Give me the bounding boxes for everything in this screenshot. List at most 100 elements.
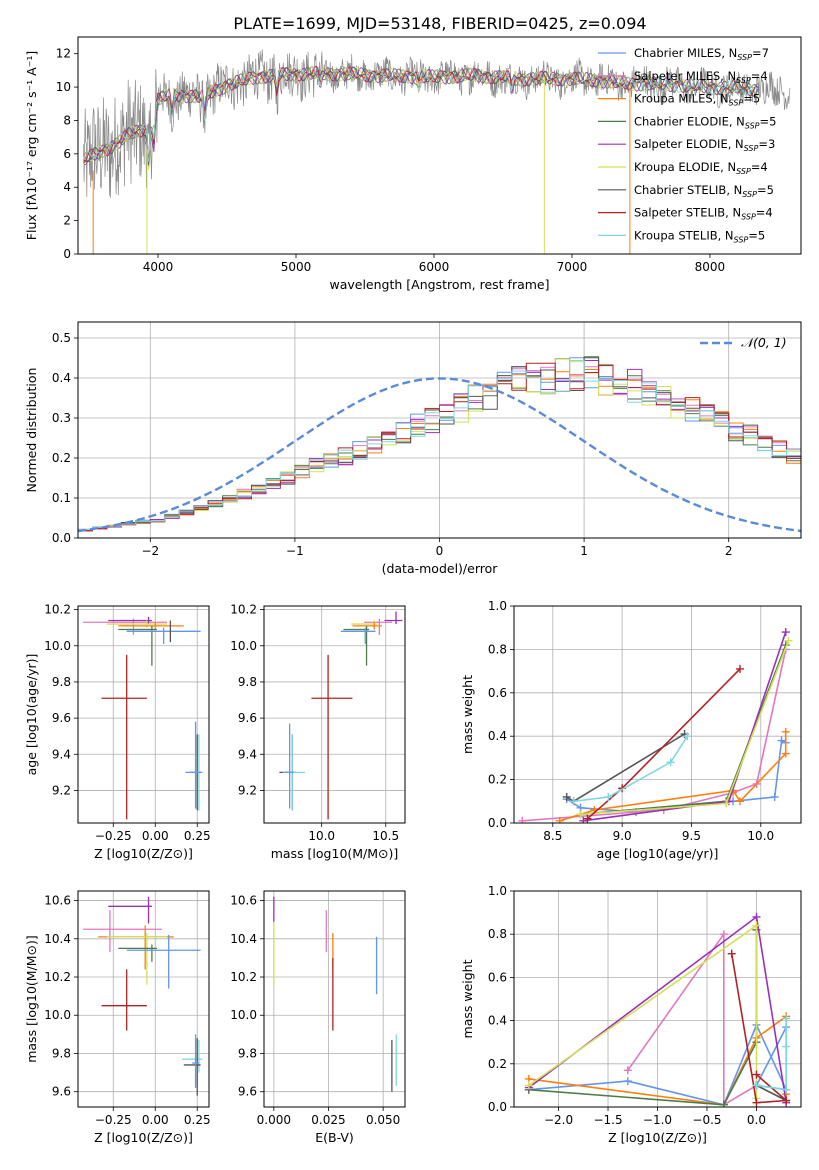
legend-entry: Salpeter MILES, NSSP=4 xyxy=(634,69,768,85)
weight-line xyxy=(528,924,758,1099)
x-tick-label: 0.00 xyxy=(142,1113,169,1127)
y-tick-label: 1.0 xyxy=(488,884,507,898)
errorbar-point xyxy=(183,1038,201,1096)
x-tick-label: 0.0 xyxy=(747,1113,766,1127)
weight-line xyxy=(756,1018,787,1091)
weight-marker xyxy=(666,758,675,767)
plot-area-age_vs_Z xyxy=(83,616,203,820)
chart-residuals: −2 −1 0 1 2 0.0 0.1 0.2 0.3 0.4 0.5 (data-model)/er… xyxy=(24,321,802,576)
weight-marker xyxy=(781,727,790,736)
y-tick-label: 10.4 xyxy=(44,932,71,946)
axes-frame xyxy=(77,36,802,255)
weight-marker xyxy=(683,732,692,741)
x-tick-label: 2 xyxy=(725,544,733,558)
plot-area-mass_vs_ebv xyxy=(273,896,397,1092)
weight-marker xyxy=(719,930,728,939)
x-tick-label: 0 xyxy=(436,544,444,558)
y-tick-label: 10.0 xyxy=(44,1008,71,1022)
histogram-series xyxy=(78,362,801,538)
y-tick-label: 0.3 xyxy=(52,411,71,425)
chart-weight_vs_age: 8.5 9.0 9.5 10.0 0.0 0.2 0.4 0.6 0.8 1.0 age [log1… xyxy=(460,599,802,861)
legend-text-tail: =5 xyxy=(757,183,774,197)
legend-subscript: SSP xyxy=(736,167,751,176)
axes-frame xyxy=(263,890,406,1108)
y-tick-label: 0.6 xyxy=(488,686,507,700)
axes-frame xyxy=(263,605,406,824)
x-axis-label: mass [log10(M/M⊙)] xyxy=(271,846,399,861)
errorbar-point xyxy=(83,910,162,953)
x-tick-label: 5000 xyxy=(281,260,312,274)
chart-spectrum: 4000 5000 6000 7000 8000 0 2 4 6 8 10 12 wavelength … xyxy=(24,36,802,292)
normal-curve xyxy=(78,377,801,533)
errorbar-point xyxy=(185,721,203,809)
errorbar-point xyxy=(384,611,403,625)
legend-subscript: SSP xyxy=(745,121,760,130)
y-tick-label: 10.2 xyxy=(44,970,71,984)
x-tick-label: 0.025 xyxy=(311,1113,345,1127)
legend-text: Salpeter ELODIE, N xyxy=(634,137,744,151)
x-tick-label: 0.25 xyxy=(184,1113,211,1127)
legend-text: Chabrier ELODIE, N xyxy=(634,114,745,128)
y-axis-label: Normed distribution xyxy=(24,368,39,493)
legend-text-tail: =5 xyxy=(743,92,760,106)
weight-marker xyxy=(623,1077,632,1086)
x-tick-label: −0.25 xyxy=(95,829,132,843)
plot-area-age_vs_mass xyxy=(279,611,403,820)
errorbar-point xyxy=(351,620,377,628)
weight-line xyxy=(580,640,790,816)
y-tick-label: 10.4 xyxy=(230,932,257,946)
weight-line xyxy=(528,929,758,1106)
legend-text: Salpeter MILES, N xyxy=(634,69,736,83)
y-tick-label: 10.0 xyxy=(230,639,257,653)
plot-area-mass_vs_Z xyxy=(83,896,203,1096)
y-tick-label: 9.2 xyxy=(52,783,71,797)
legend-entry: Chabrier MILES, NSSP=7 xyxy=(634,46,769,62)
weight-marker xyxy=(583,814,592,823)
legend-subscript: SSP xyxy=(737,53,752,62)
errorbar-point xyxy=(118,622,184,630)
legend-text: Kroupa STELIB, N xyxy=(634,228,734,242)
y-tick-label: 0.8 xyxy=(488,642,507,656)
x-tick-label: −0.25 xyxy=(95,1113,132,1127)
x-tick-label: 8.5 xyxy=(543,829,562,843)
y-tick-label: 0.0 xyxy=(488,1100,507,1114)
y-tick-label: 4 xyxy=(63,180,71,194)
weight-marker xyxy=(735,664,744,673)
chart-weight_vs_Z: −2.0 −1.5 −1.0 −0.5 0.0 0.0 0.2 0.4 0.6 0.8 1.0 Z [… xyxy=(460,884,802,1145)
legend-entry: 𝒩(0, 1) xyxy=(741,335,787,350)
weight-marker xyxy=(781,749,790,758)
y-tick-label: 0.6 xyxy=(488,970,507,984)
errorbar-point xyxy=(126,627,201,644)
legend-text-tail: =3 xyxy=(758,137,775,151)
y-tick-label: 10.2 xyxy=(230,970,257,984)
legend-text: Salpeter STELIB, N xyxy=(634,206,741,220)
model-spectrum xyxy=(83,66,759,170)
errorbar-point xyxy=(118,944,157,962)
x-axis-label: (data-model)/error xyxy=(382,561,499,576)
axes-frame xyxy=(77,605,210,824)
y-tick-label: 9.4 xyxy=(52,747,71,761)
histogram-series xyxy=(78,360,801,538)
errorbar-point xyxy=(363,618,393,635)
weight-marker xyxy=(719,1100,728,1107)
plot-area-residuals xyxy=(78,356,801,538)
axes-frame xyxy=(513,605,802,824)
y-tick-label: 9.6 xyxy=(238,711,257,725)
x-tick-label: 0.00 xyxy=(142,829,169,843)
plot-area-spectrum xyxy=(83,49,791,254)
y-tick-label: 10.6 xyxy=(44,894,71,908)
errorbar-point xyxy=(340,627,376,644)
axes-frame xyxy=(77,890,210,1108)
chart-mass_vs_Z: −0.25 0.00 0.25 9.6 9.8 10.0 10.2 10.4 10.6 Z [lo… xyxy=(24,890,211,1145)
legend-text: Chabrier STELIB, N xyxy=(634,183,742,197)
y-tick-label: 9.8 xyxy=(238,1046,257,1060)
x-tick-label: −2.0 xyxy=(544,1113,573,1127)
y-axis-label: mass weight xyxy=(460,959,475,1038)
legend-subscript: SSP xyxy=(736,76,751,85)
legend-entry: Chabrier STELIB, NSSP=5 xyxy=(634,183,774,199)
x-tick-label: 10.0 xyxy=(747,829,774,843)
x-axis-label: Z [log10(Z/Z⊙)] xyxy=(94,1130,193,1145)
chart-age_vs_mass: 10.0 10.5 9.2 9.4 9.6 9.8 10.0 10.2 mass [log10(… xyxy=(230,603,406,861)
x-axis-label: wavelength [Angstrom, rest frame] xyxy=(329,277,549,292)
x-tick-label: −0.5 xyxy=(692,1113,721,1127)
